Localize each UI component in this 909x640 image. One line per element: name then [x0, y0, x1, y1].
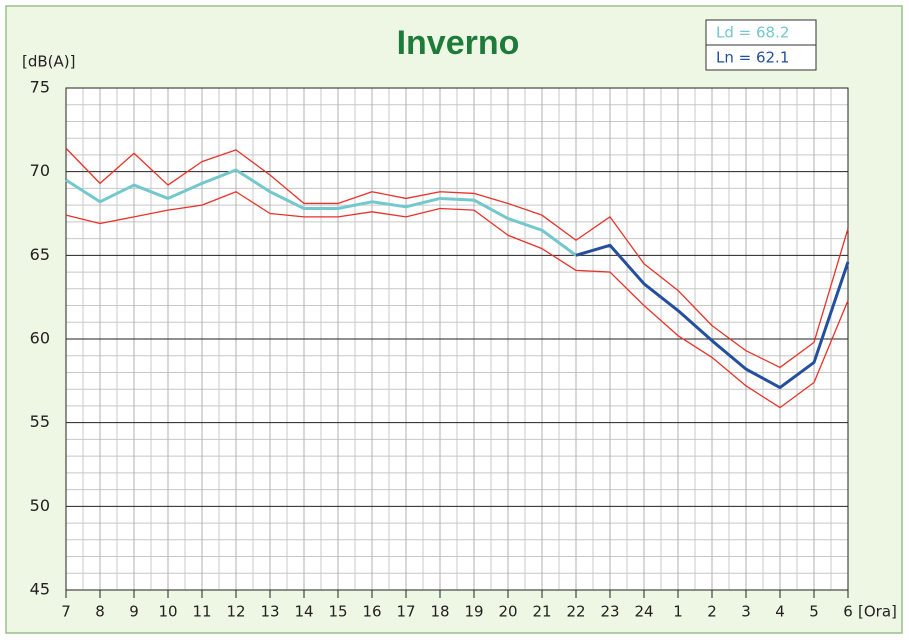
x-tick-label: 16 [362, 603, 381, 621]
x-tick-label: 12 [226, 603, 245, 621]
plot-border [65, 87, 849, 591]
x-tick-label: 23 [600, 603, 619, 621]
x-tick-label: 21 [532, 603, 551, 621]
x-tick-label: 1 [673, 603, 683, 621]
y-tick-label: 50 [30, 496, 50, 515]
x-tick-label: 13 [260, 603, 279, 621]
legend-label: Ld = 68.2 [716, 24, 789, 42]
x-tick-label: 2 [707, 603, 717, 621]
x-tick-label: 3 [741, 603, 751, 621]
series-line [65, 191, 849, 409]
y-tick-label: 55 [30, 412, 50, 431]
x-tick-label: 17 [396, 603, 415, 621]
y-axis-label: [dB(A)] [22, 53, 75, 71]
x-tick-label: 18 [430, 603, 449, 621]
x-tick-label: 14 [294, 603, 313, 621]
x-tick-label: 11 [192, 603, 211, 621]
y-tick-label: 70 [30, 161, 50, 180]
x-tick-label: 5 [809, 603, 819, 621]
x-tick-label: 9 [129, 603, 139, 621]
x-tick-label: 20 [498, 603, 517, 621]
x-tick-label: 7 [61, 603, 71, 621]
y-tick-label: 45 [30, 580, 50, 599]
legend-label: Ln = 62.1 [716, 49, 789, 67]
series-line [65, 168, 577, 257]
series-line [65, 147, 849, 369]
x-axis-label: [Ora] [858, 603, 897, 621]
x-tick-label: 19 [464, 603, 483, 621]
chart-title: Inverno [397, 24, 520, 62]
y-tick-label: 75 [30, 78, 50, 97]
x-tick-label: 8 [95, 603, 105, 621]
x-tick-label: 4 [775, 603, 785, 621]
series-line [575, 243, 850, 390]
x-tick-label: 6 [843, 603, 853, 621]
y-tick-label: 60 [30, 329, 50, 348]
x-tick-label: 24 [634, 603, 653, 621]
x-tick-label: 10 [158, 603, 177, 621]
x-tick-label: 22 [566, 603, 585, 621]
x-tick-label: 15 [328, 603, 347, 621]
y-tick-label: 65 [30, 245, 50, 264]
